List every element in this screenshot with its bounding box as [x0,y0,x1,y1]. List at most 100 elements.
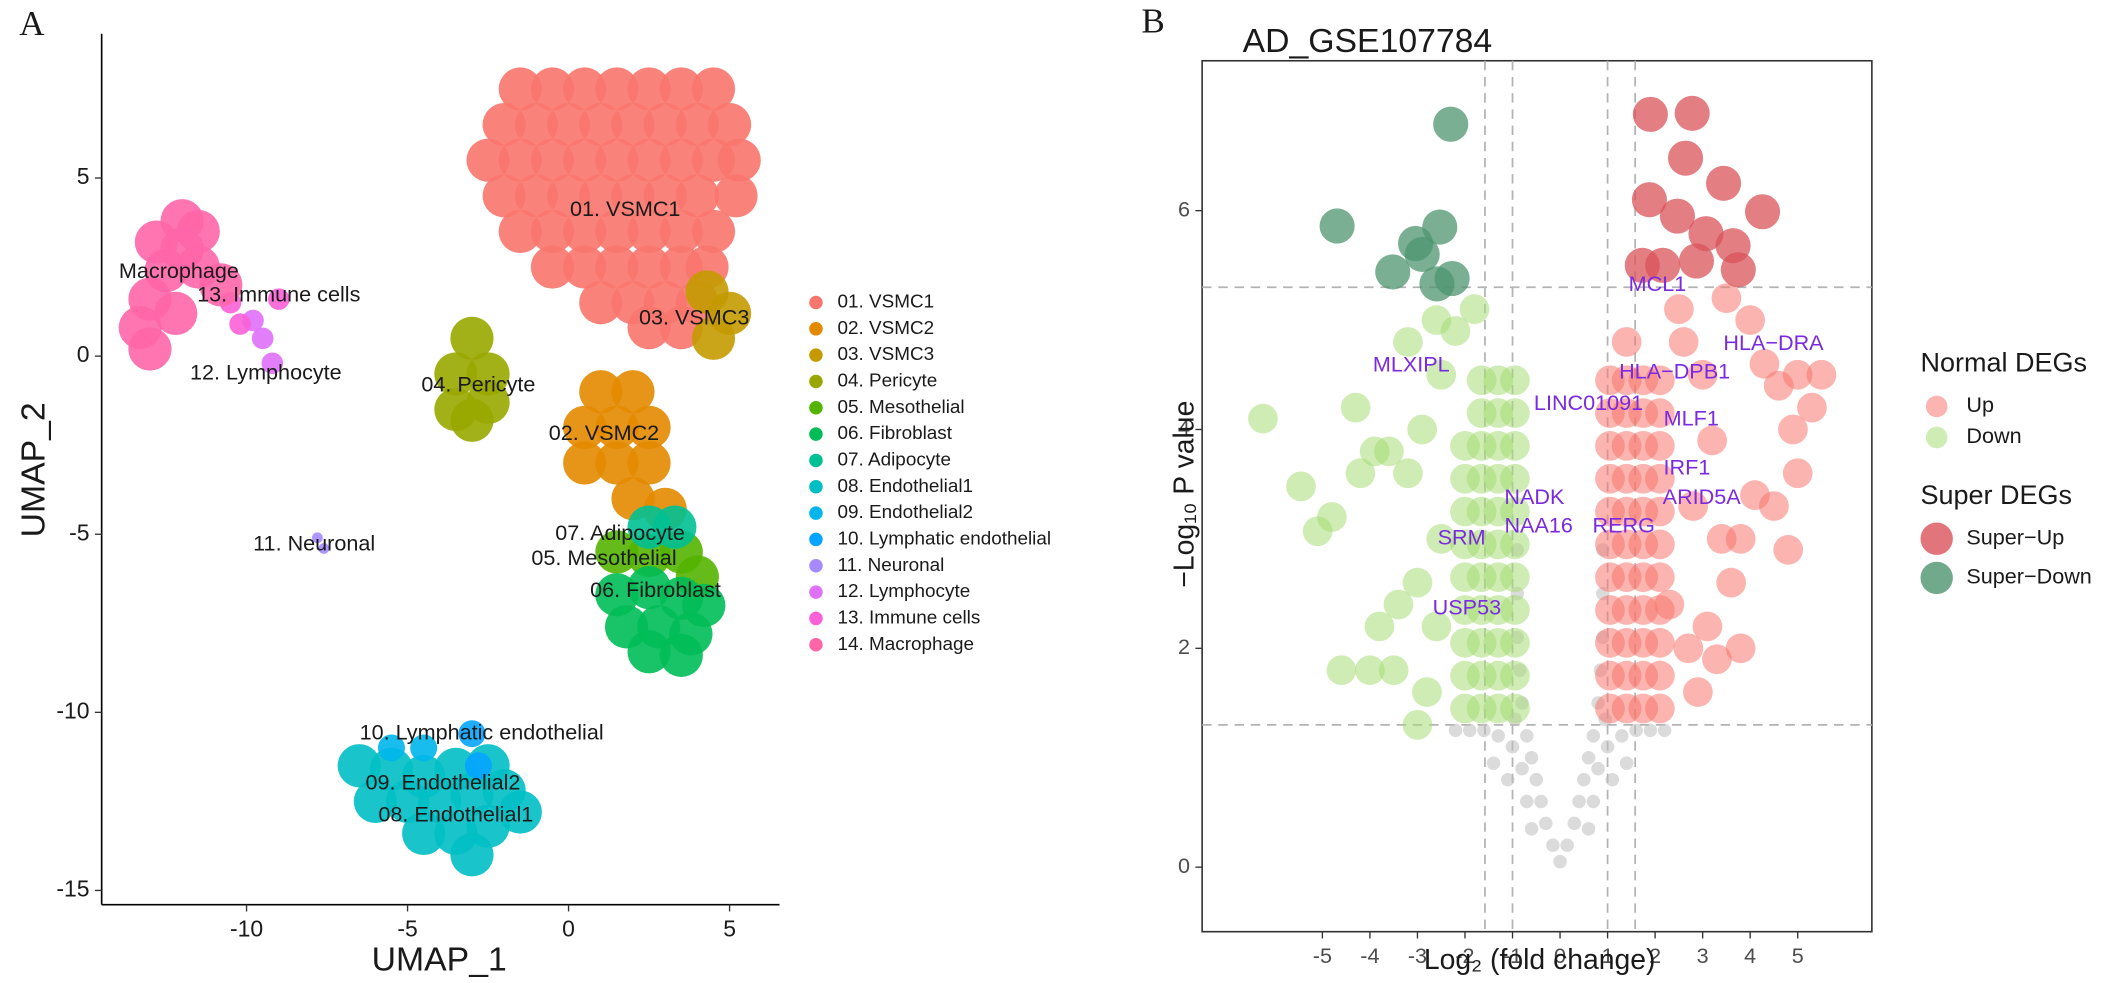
data-point [611,370,655,414]
data-point [1645,365,1675,396]
data-point [1505,740,1520,754]
data-point [579,281,623,325]
data-point [546,102,591,147]
legend-label: 09. Endothelial2 [838,502,974,523]
data-point [458,720,486,748]
data-point [1546,838,1560,853]
legend-swatch [1925,426,1948,449]
data-point [1600,740,1615,754]
x-tick-label: -2 [1455,943,1474,968]
data-point [1501,772,1515,787]
annotation: 06. Fibroblast [590,577,721,602]
data-point [1326,655,1357,686]
data-point [530,209,575,254]
data-point [199,263,243,307]
data-point [1725,633,1756,664]
data-point [1450,693,1480,724]
legend-swatch [809,559,823,573]
data-point [410,734,438,762]
data-point [691,67,736,111]
legend-label: 07. Adipocyte [838,449,951,470]
x-tick-label: -5 [1313,943,1332,968]
data-point [1586,794,1601,809]
y-axis-label: UMAP_2 [14,402,52,537]
data-point [1645,496,1675,527]
annotation: NADK [1504,484,1565,509]
x-tick-label: 2 [1649,943,1661,968]
data-point [1524,750,1539,765]
x-tick-label: -3 [1408,943,1427,968]
data-point [659,138,703,182]
annotation: Macrophage [119,258,239,283]
legend-swatch [809,453,823,468]
y-axis-label: −Log₁₀ P value [1168,401,1200,588]
data-point [369,747,414,791]
data-point [1345,458,1376,489]
legend-label: 10. Lymphatic endothelial [838,528,1052,549]
data-point [563,441,607,485]
data-point [1486,756,1501,770]
data-point [546,174,591,218]
data-point [627,306,671,350]
data-point [1572,794,1586,809]
data-point [229,313,251,335]
chart-title: AD_GSE107784 [1243,22,1493,60]
data-point [482,102,526,147]
data-point [1645,463,1675,494]
data-point [1412,677,1442,707]
data-point [579,174,623,218]
y-tick-label: -5 [69,519,89,545]
data-point [1450,562,1480,593]
annotation: NAA16 [1504,513,1572,538]
data-point [1524,822,1539,836]
data-point [1744,194,1781,230]
data-point [1426,524,1457,554]
panel-letter: A [19,4,45,43]
data-point [1340,392,1371,423]
data-point [1393,327,1423,357]
x-tick-label: 4 [1744,943,1756,968]
data-point [1645,562,1675,593]
data-point [1375,254,1411,290]
data-point [1577,772,1591,787]
data-point [1421,611,1452,642]
data-point [450,316,494,360]
data-point [1450,463,1480,494]
data-point [482,174,526,218]
data-point [707,102,752,147]
data-point [434,352,478,396]
legend-swatch [809,401,823,415]
data-point [1448,723,1463,738]
data-point [1645,627,1675,658]
data-point [530,138,575,182]
legend-label: 04. Pericyte [838,370,938,391]
legend-swatch [809,480,823,494]
data-point [1711,283,1742,314]
y-tick-label: -15 [56,875,89,901]
legend-label: 13. Immune cells [838,607,981,628]
annotation: 02. VSMC2 [549,420,659,445]
data-point [1433,106,1469,142]
data-point [1248,403,1278,434]
legend-swatch [809,295,823,310]
data-point [653,505,697,549]
data-point [251,327,274,350]
data-point [659,633,703,677]
legend-label: 02. VSMC2 [838,318,935,339]
data-point [1778,414,1808,445]
annotation: 08. Endothelial1 [378,801,533,826]
legend-label: Super−Down [1966,564,2091,589]
data-point [595,138,639,182]
legend-swatch [809,348,823,362]
data-point [1402,710,1433,740]
x-tick-label: 1 [1602,943,1614,968]
annotation: 03. VSMC3 [639,304,749,329]
data-point [312,532,323,544]
data-point [1632,96,1668,132]
data-point [1645,247,1681,283]
annotation: 05. Mesothelial [531,545,676,570]
data-point [1355,655,1385,686]
data-point [318,543,330,554]
